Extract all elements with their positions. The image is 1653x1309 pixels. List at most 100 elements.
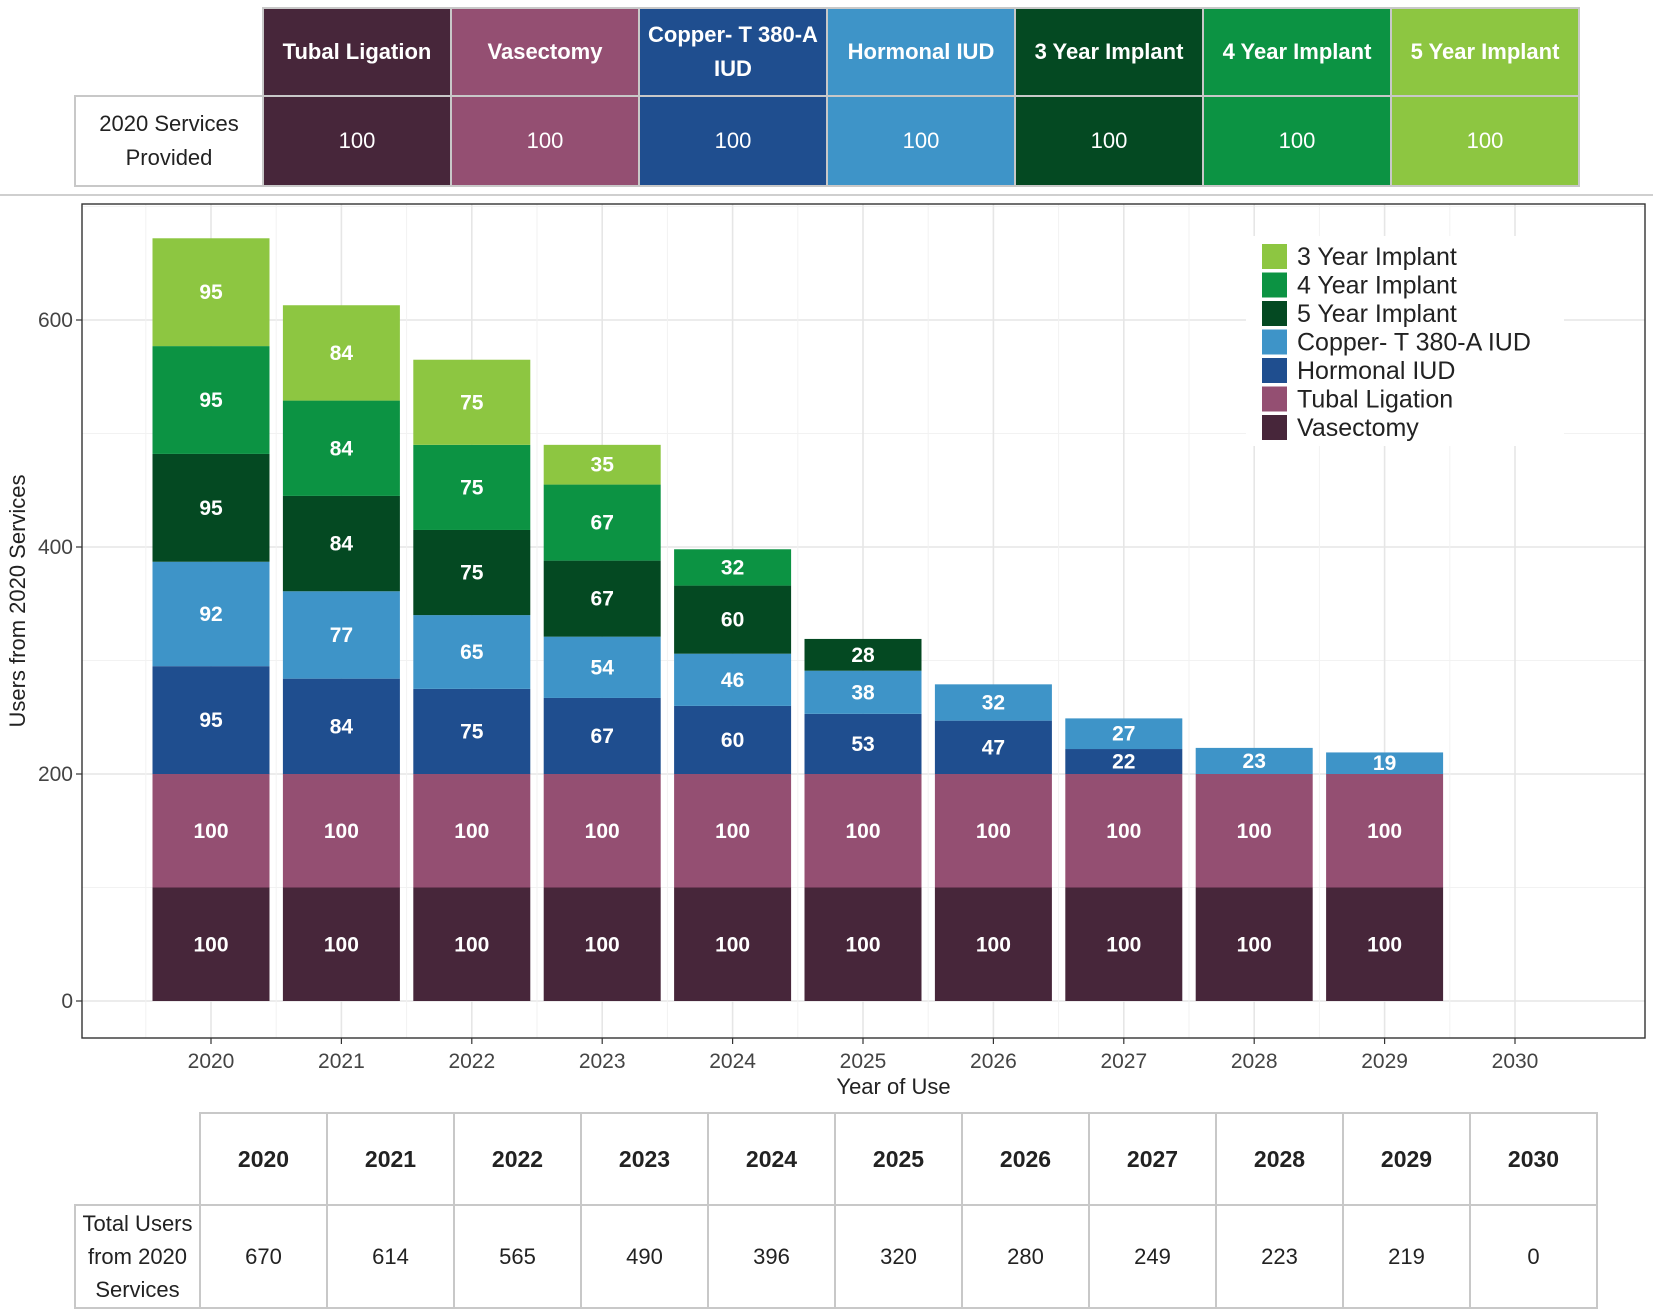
bar-segment — [543, 444, 661, 485]
legend-label: 4 Year Implant — [1297, 272, 1457, 300]
y-axis-title: Users from 2020 Services — [5, 474, 30, 727]
bar-segment — [1326, 752, 1444, 774]
bar-segment — [674, 887, 792, 1001]
bar-value-label: 84 — [330, 437, 354, 460]
bar-segment — [152, 666, 270, 774]
bar-segment — [152, 238, 270, 347]
services-value: 100 — [1014, 95, 1204, 187]
bar-value-label: 95 — [199, 389, 223, 412]
total-users-value: 396 — [707, 1204, 836, 1309]
bar-value-label: 46 — [721, 669, 744, 692]
method-header: Copper- T 380-A IUD — [638, 7, 828, 97]
year-header: 2027 — [1088, 1112, 1217, 1206]
bar-value-label: 77 — [330, 624, 353, 647]
bar-value-label: 100 — [1237, 933, 1272, 956]
services-value-row: 2020 Services Provided 100 100 100 100 100 10… — [74, 95, 1580, 187]
bar-value-label: 100 — [1367, 820, 1402, 843]
bar-value-label: 100 — [976, 933, 1011, 956]
bar-value-label: 100 — [715, 820, 750, 843]
bar-value-label: 100 — [976, 820, 1011, 843]
services-provided-table: Tubal Ligation Vasectomy Copper- T 380-A I… — [74, 7, 1580, 187]
y-tick-label: 0 — [61, 990, 73, 1013]
method-header: Hormonal IUD — [826, 7, 1016, 97]
bar-segment — [674, 774, 792, 888]
bar-value-label: 100 — [454, 933, 489, 956]
bar-segment — [413, 774, 531, 888]
total-users-value: 565 — [453, 1204, 582, 1309]
bar-segment — [413, 688, 531, 774]
table-corner — [75, 1113, 200, 1205]
bar-segment — [543, 887, 661, 1001]
bar-segment — [282, 305, 400, 401]
legend-swatch — [1262, 272, 1287, 298]
services-value: 100 — [638, 95, 828, 187]
bar-value-label: 60 — [721, 729, 744, 752]
bar-segment — [1065, 887, 1183, 1001]
bar-segment — [1195, 747, 1313, 774]
bar-value-label: 67 — [591, 512, 614, 535]
bar-segment — [282, 495, 400, 592]
method-header: 4 Year Implant — [1202, 7, 1392, 97]
services-value: 100 — [1202, 95, 1392, 187]
bar-segment — [674, 585, 792, 654]
bar-segment — [543, 560, 661, 637]
bar-value-label: 84 — [330, 715, 354, 738]
total-users-value: 280 — [961, 1204, 1090, 1309]
bar-value-label: 32 — [982, 691, 1005, 714]
bar-value-label: 100 — [585, 933, 620, 956]
total-users-value: 223 — [1215, 1204, 1344, 1309]
bar-value-label: 27 — [1112, 723, 1135, 746]
services-value: 100 — [1390, 95, 1580, 187]
bar-segment — [413, 529, 531, 616]
bar-value-label: 53 — [851, 733, 874, 756]
bar-value-label: 100 — [1106, 820, 1141, 843]
year-header: 2026 — [961, 1112, 1090, 1206]
bar-value-label: 38 — [851, 681, 875, 704]
bar-value-label: 65 — [460, 641, 484, 664]
bar-value-label: 32 — [721, 556, 744, 579]
x-axis-title: Year of Use — [836, 1074, 950, 1096]
x-tick-label: 2023 — [579, 1050, 626, 1073]
bar-value-label: 95 — [199, 497, 223, 520]
total-users-value: 219 — [1342, 1204, 1471, 1309]
bar-segment — [804, 670, 922, 714]
legend-label: Hormonal IUD — [1297, 357, 1455, 385]
bar-value-label: 100 — [193, 933, 228, 956]
bar-segment — [1065, 749, 1183, 774]
total-users-row-label: Total Users from 2020 Services — [74, 1204, 201, 1309]
bar-value-label: 100 — [845, 933, 880, 956]
legend-label: Tubal Ligation — [1297, 386, 1453, 414]
bar-value-label: 84 — [330, 342, 354, 365]
bar-segment — [1065, 718, 1183, 750]
total-users-value: 670 — [199, 1204, 328, 1309]
total-users-value: 320 — [834, 1204, 963, 1309]
year-header: 2022 — [453, 1112, 582, 1206]
bar-segment — [543, 484, 661, 561]
bar-value-label: 47 — [982, 736, 1005, 759]
bar-value-label: 100 — [1106, 933, 1141, 956]
bar-value-label: 100 — [324, 820, 359, 843]
bar-segment — [152, 887, 270, 1001]
y-tick-label: 400 — [38, 536, 73, 559]
bar-segment — [282, 591, 400, 679]
bar-segment — [674, 705, 792, 774]
bar-segment — [934, 684, 1052, 721]
year-header: 2020 — [199, 1112, 328, 1206]
bar-value-label: 100 — [454, 820, 489, 843]
x-tick-label: 2021 — [318, 1050, 365, 1073]
bar-segment — [282, 774, 400, 888]
bar-segment — [934, 887, 1052, 1001]
bar-segment — [1195, 887, 1313, 1001]
method-header: Vasectomy — [450, 7, 640, 97]
total-users-value: 490 — [580, 1204, 709, 1309]
x-tick-label: 2028 — [1231, 1050, 1278, 1073]
x-tick-label: 2024 — [709, 1050, 756, 1073]
services-value: 100 — [262, 95, 452, 187]
users-stacked-bar-chart: 100 100 95 92 95 95 95 100 100 84 77 84 84 84 100 100 75… — [5, 203, 1646, 1096]
bar-value-label: 67 — [591, 588, 614, 611]
legend-swatch — [1262, 329, 1287, 355]
bar-value-label: 22 — [1112, 751, 1135, 774]
x-tick-label: 2020 — [188, 1050, 235, 1073]
year-header: 2030 — [1469, 1112, 1598, 1206]
bar-segment — [282, 678, 400, 774]
